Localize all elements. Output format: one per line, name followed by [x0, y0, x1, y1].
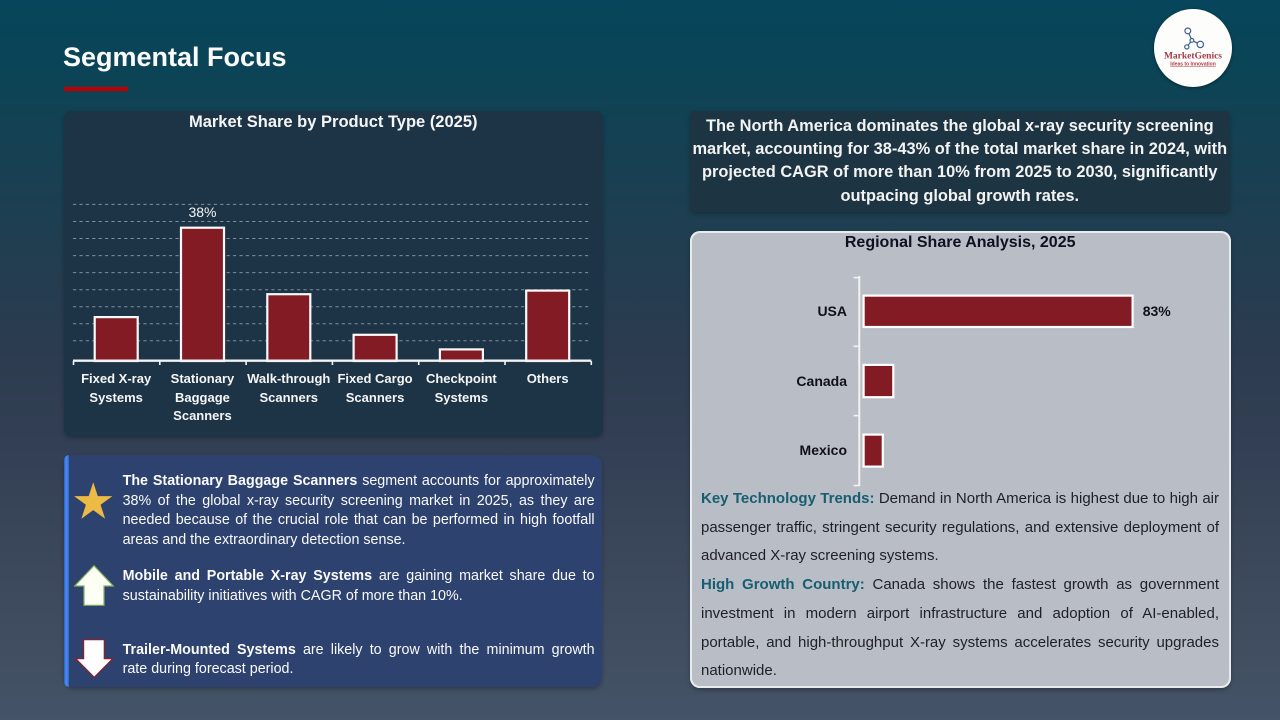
svg-text:Ideas to Innovation: Ideas to Innovation — [1170, 62, 1216, 68]
svg-text:MarketGenics: MarketGenics — [1164, 52, 1222, 62]
